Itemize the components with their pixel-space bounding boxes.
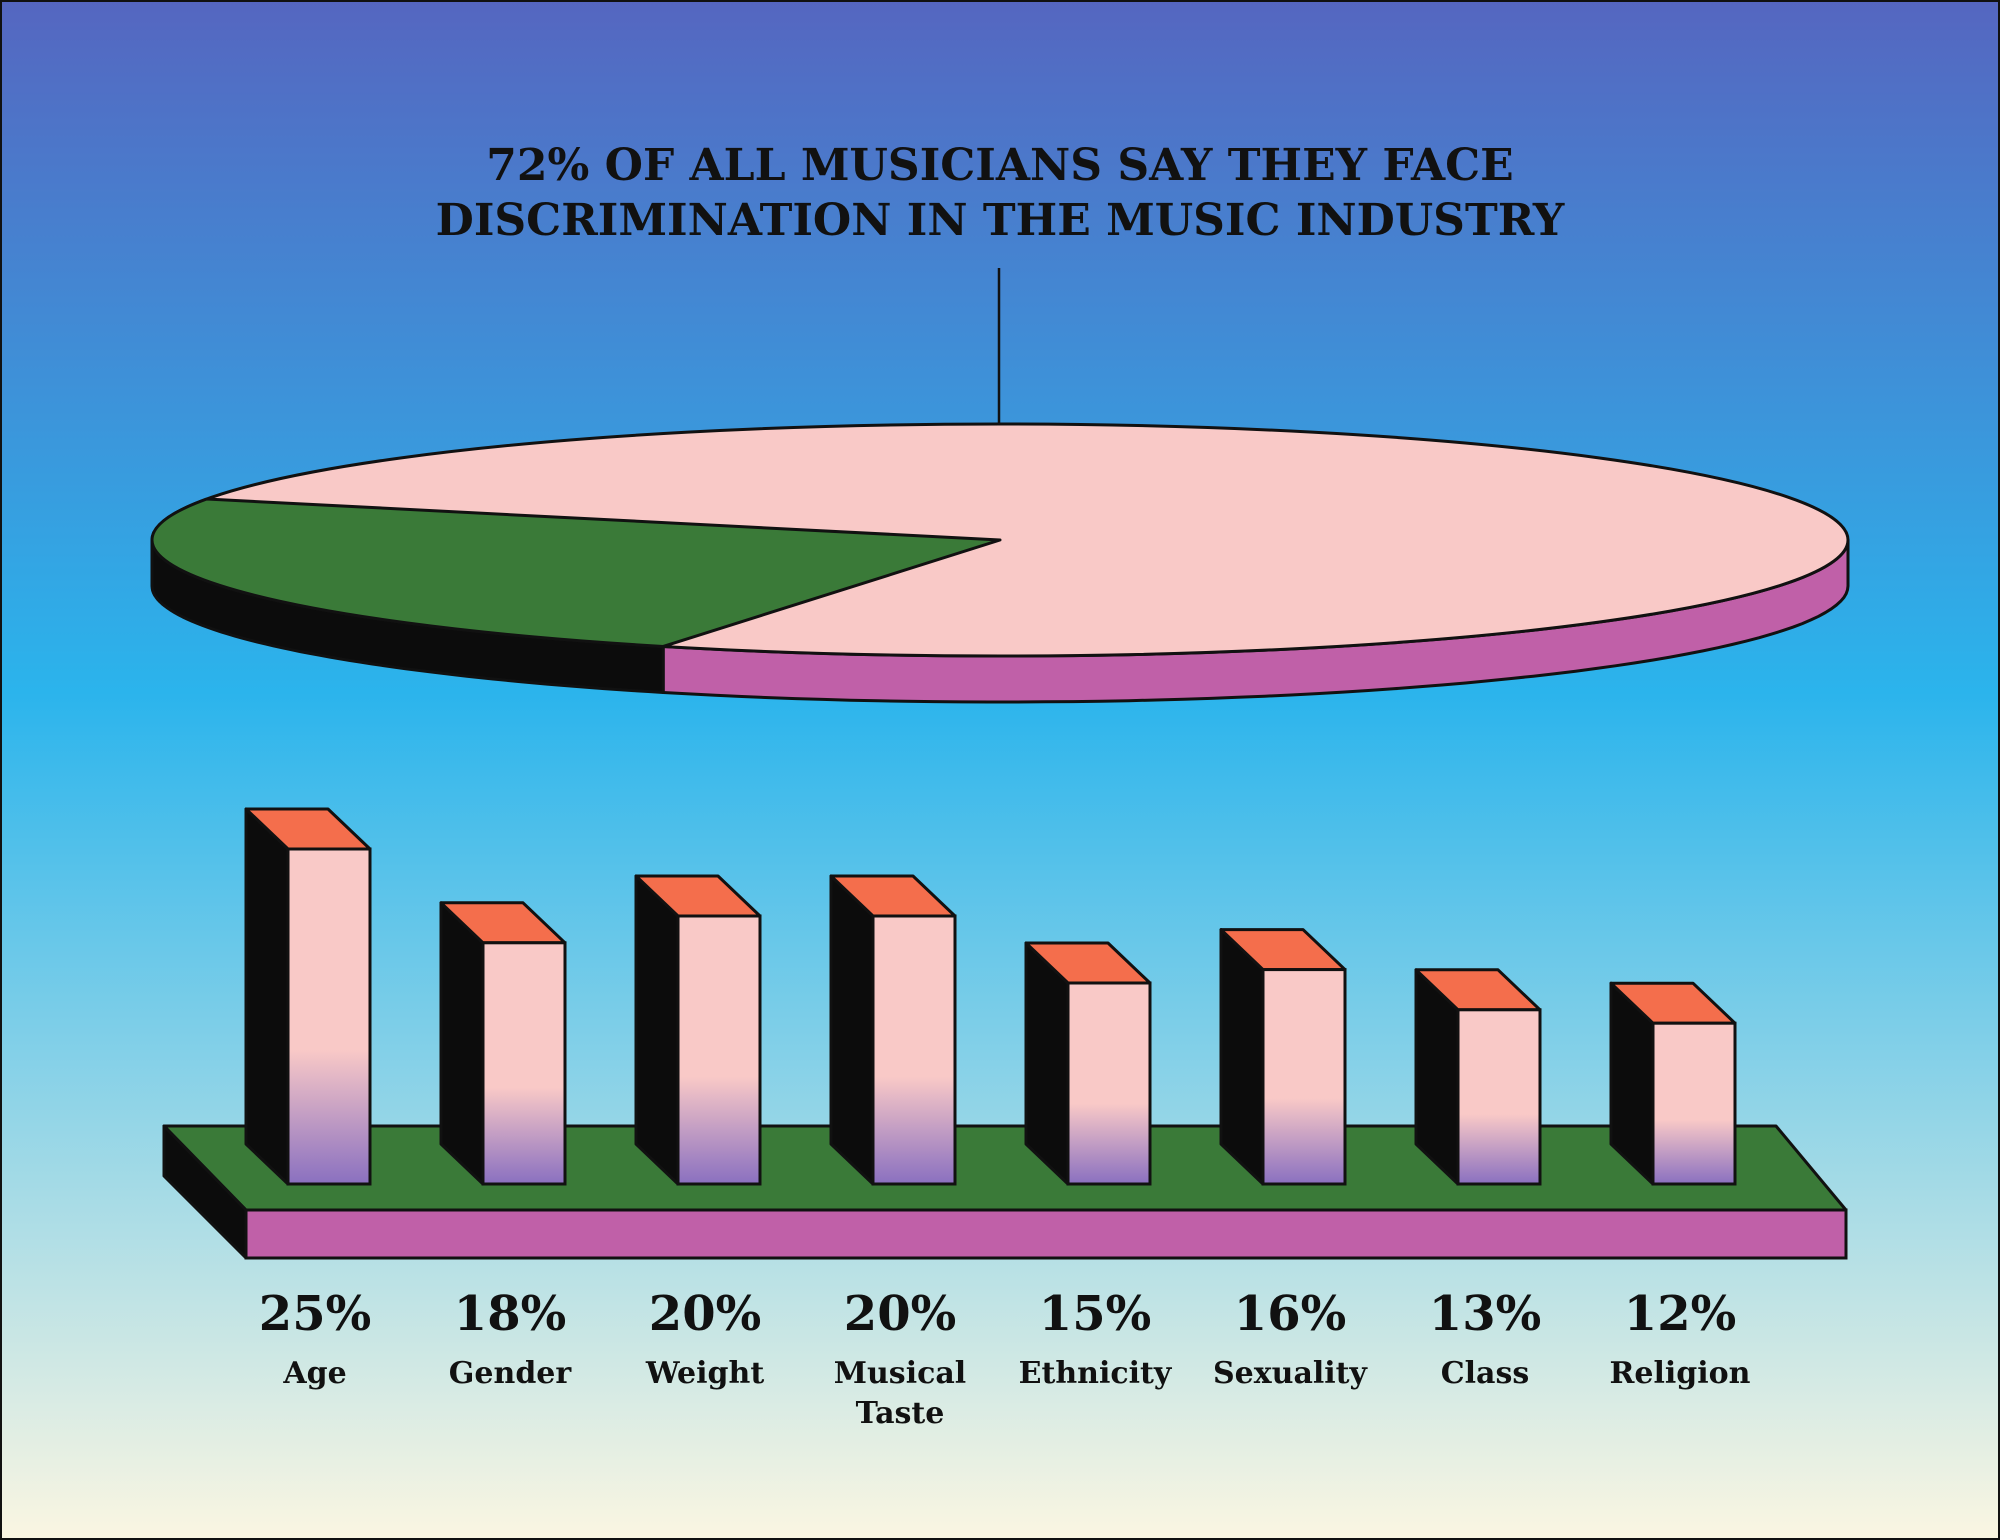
bar-side bbox=[1024, 941, 1070, 1186]
bar-category-label: Class bbox=[1441, 1356, 1530, 1391]
bar-base-front bbox=[244, 1208, 1848, 1260]
bar-value-label: 15% bbox=[1039, 1286, 1151, 1342]
bar-side bbox=[244, 807, 290, 1186]
bar-7 bbox=[1609, 981, 1737, 1186]
bar-category-label: Ethnicity bbox=[1019, 1356, 1173, 1391]
bar-front bbox=[286, 847, 372, 1186]
bar-category-label: Religion bbox=[1609, 1356, 1750, 1391]
bar-category-label: Sexuality bbox=[1213, 1356, 1369, 1391]
bar-base-top bbox=[162, 1124, 1848, 1212]
bar-value-label: 16% bbox=[1234, 1286, 1346, 1342]
bar-front bbox=[1261, 968, 1347, 1186]
bar-value-label: 13% bbox=[1429, 1286, 1541, 1342]
bar-chart: 25% Age 18% Gender 20% Weight 20% Musical Taste 1… bbox=[162, 807, 1848, 1431]
bar-side bbox=[1219, 928, 1265, 1186]
pie-slice-28 bbox=[150, 497, 1002, 648]
bar-front bbox=[481, 941, 567, 1186]
bar-5 bbox=[1219, 928, 1347, 1186]
bar-value-label: 12% bbox=[1624, 1286, 1736, 1342]
bar-value-label: 18% bbox=[454, 1286, 566, 1342]
bar-4 bbox=[1024, 941, 1152, 1186]
bar-front bbox=[871, 914, 957, 1186]
bar-value-label: 20% bbox=[844, 1286, 956, 1342]
bar-value-label: 25% bbox=[259, 1286, 371, 1342]
bar-side bbox=[634, 874, 680, 1186]
bar-category-label: Gender bbox=[449, 1356, 573, 1391]
bar-category-label: Age bbox=[282, 1356, 346, 1391]
bar-front bbox=[676, 914, 762, 1186]
bar-3 bbox=[829, 874, 957, 1186]
bar-front bbox=[1066, 981, 1152, 1186]
bar-1 bbox=[439, 901, 567, 1186]
bar-2 bbox=[634, 874, 762, 1186]
bar-front bbox=[1651, 1021, 1737, 1186]
bar-value-label: 20% bbox=[649, 1286, 761, 1342]
bar-category-label: Musical bbox=[834, 1356, 966, 1391]
chart-title-line-2: DISCRIMINATION IN THE MUSIC INDUSTRY bbox=[436, 195, 1565, 246]
chart-title-line-1: 72% OF ALL MUSICIANS SAY THEY FACE bbox=[486, 140, 1513, 191]
bar-side bbox=[829, 874, 875, 1186]
bar-front bbox=[1456, 1008, 1542, 1186]
bar-category-label: Taste bbox=[856, 1396, 945, 1431]
bar-6 bbox=[1414, 968, 1542, 1186]
bar-0 bbox=[244, 807, 372, 1186]
bar-category-label: Weight bbox=[645, 1356, 765, 1391]
pie-chart bbox=[150, 422, 1850, 704]
bar-side bbox=[439, 901, 485, 1186]
